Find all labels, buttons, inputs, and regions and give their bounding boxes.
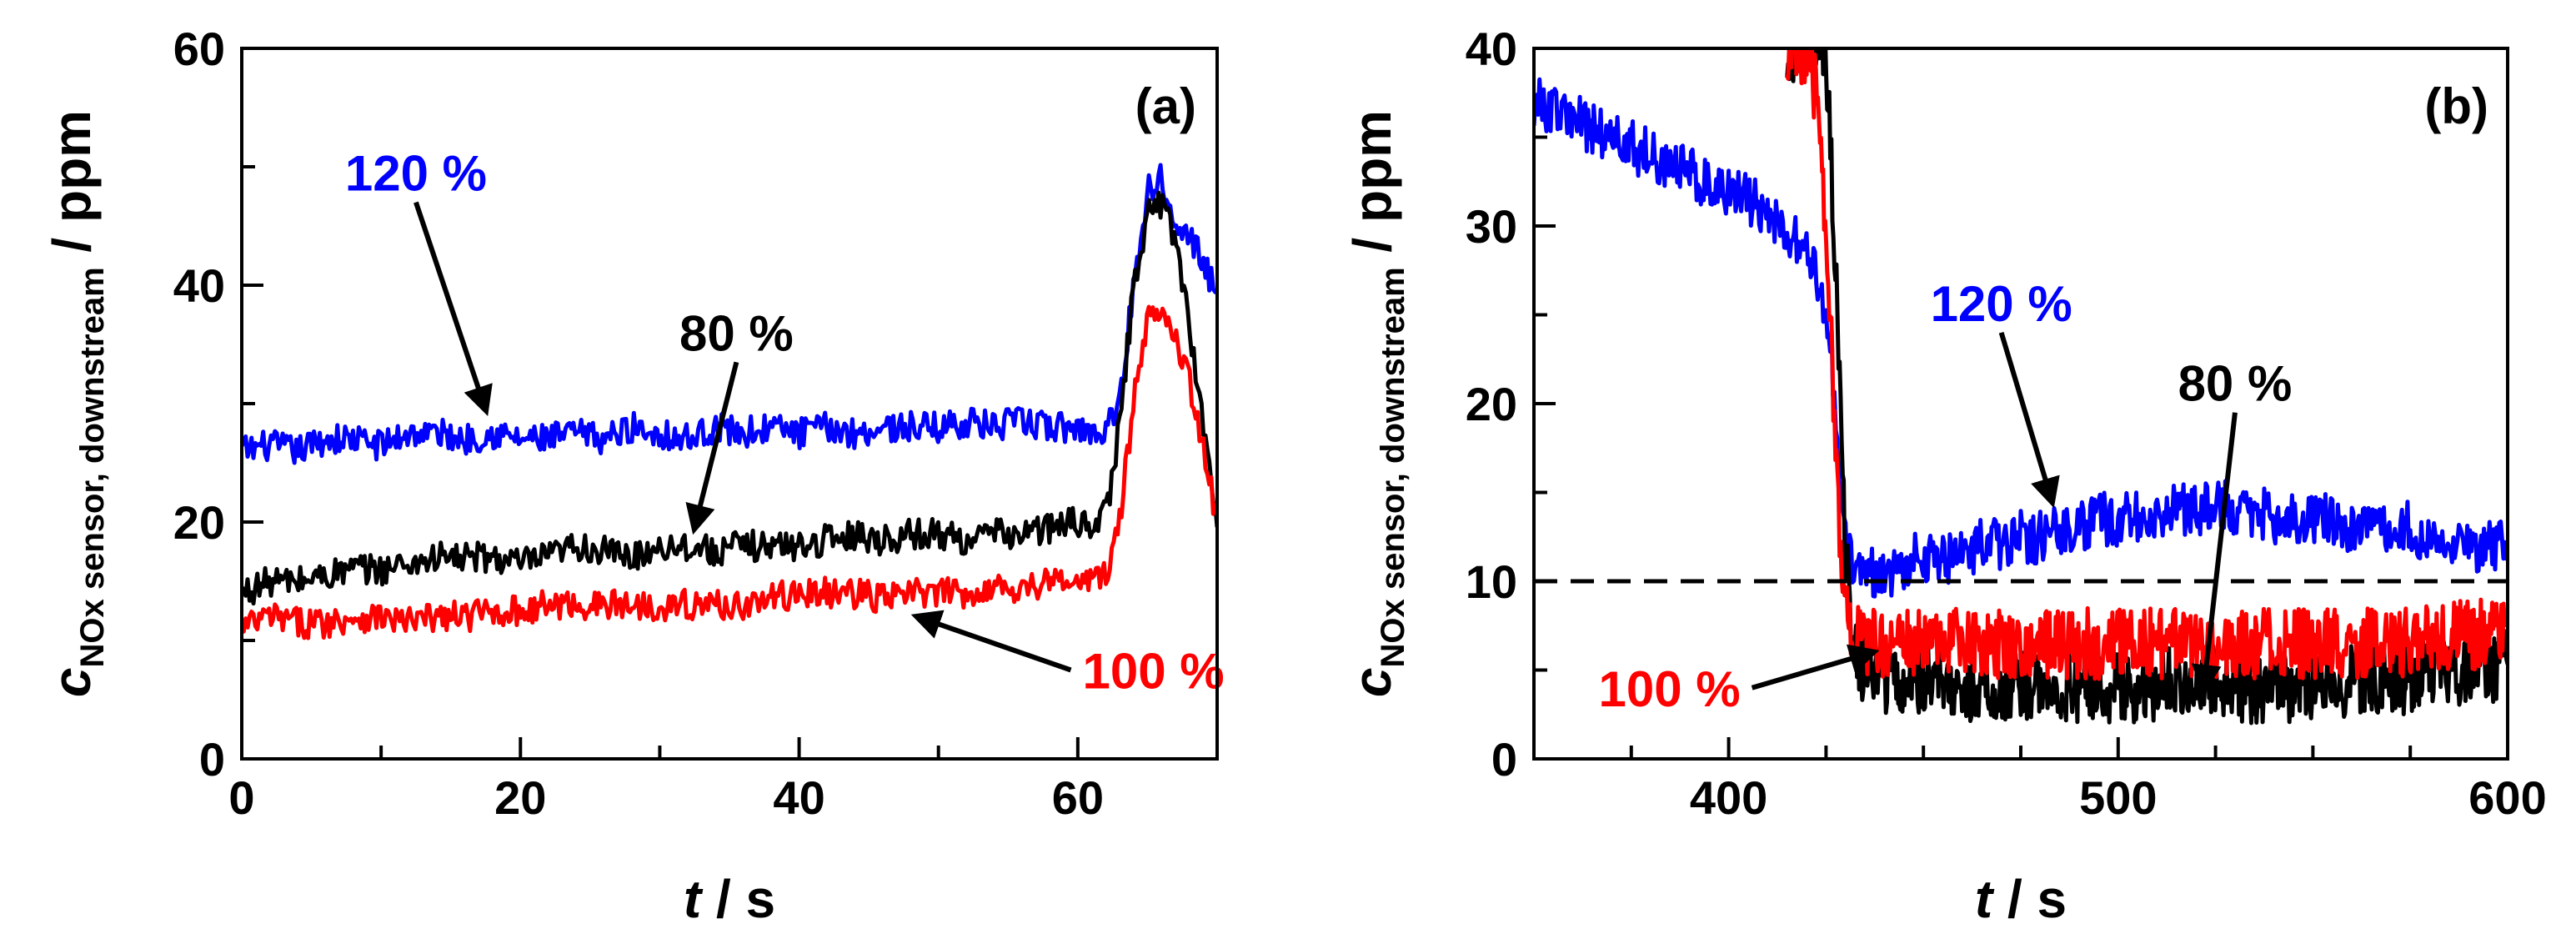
annotations-layer-b: 120 % 80 % 100 % (1598, 276, 2292, 717)
annotations-layer-a: 120 % 80 % 100 % (345, 146, 1225, 700)
series-line-a-2 (242, 190, 1217, 606)
annotation-arrow-a-3 (910, 610, 1072, 673)
annotation-label-b-2: 80 % (2178, 356, 2293, 412)
series-line-a-1 (242, 163, 1217, 465)
annotation-arrow-b-1 (1998, 331, 2060, 509)
series-layer-b (1534, 48, 2508, 726)
annotation-arrow-a-2 (685, 361, 739, 535)
chart-panel-b: 400 500 600 0 10 20 30 40 120 % 80 % 100 % (b) t … (1342, 23, 2547, 929)
y-axis-var-a: c (42, 668, 102, 698)
annotation-label-b-3: 100 % (1598, 661, 1740, 717)
y-tick-label-b-30: 30 (1466, 200, 1517, 253)
panel-tag-b: (b) (2424, 78, 2488, 134)
y-tick-label-a-0: 0 (199, 733, 225, 786)
x-tick-label-b-600: 600 (2468, 771, 2546, 824)
series-line-a-3 (242, 304, 1217, 640)
annotation-arrow-b-2 (2191, 412, 2238, 695)
y-tick-label-b-20: 20 (1466, 378, 1517, 430)
ticklabels-layer-b: 400 500 600 0 10 20 30 40 (1466, 23, 2547, 824)
annotation-label-a-3: 100 % (1083, 644, 1225, 700)
series-line-b-1 (1534, 77, 2508, 599)
plot-frame-a (240, 47, 1219, 761)
x-tick-label-a-60: 60 (1052, 771, 1104, 824)
y-axis-sub-a: NOx sensor, downstream (74, 267, 111, 667)
x-axis-unit-b: / s (1992, 869, 2067, 929)
series-line-b-3 (1785, 48, 2508, 681)
x-tick-label-b-400: 400 (1690, 771, 1767, 824)
x-axis-label-a: t / s (684, 869, 775, 929)
annotation-label-b-1: 120 % (1931, 276, 2072, 332)
y-tick-label-b-10: 10 (1466, 555, 1517, 608)
x-tick-label-b-500: 500 (2079, 771, 2157, 824)
y-axis-sub-b: NOx sensor, downstream (1375, 267, 1411, 667)
y-tick-label-b-0: 0 (1491, 733, 1517, 786)
y-axis-unit-b: / ppm (1342, 110, 1402, 267)
x-tick-label-a-40: 40 (773, 771, 824, 824)
y-axis-unit-a: / ppm (42, 110, 102, 267)
ticklabels-layer-a: 0 20 40 60 0 20 40 60 (173, 23, 1104, 824)
x-axis-label-b: t / s (1975, 869, 2067, 929)
x-tick-label-a-20: 20 (494, 771, 546, 824)
plot-frame-b (1532, 47, 2509, 761)
x-axis-var-a: t (684, 869, 704, 929)
annotation-label-a-2: 80 % (679, 305, 794, 361)
annotation-arrow-b-3 (1751, 644, 1880, 690)
y-axis-var-b: c (1342, 668, 1402, 698)
y-tick-label-a-20: 20 (173, 496, 225, 549)
panel-tag-a: (a) (1135, 78, 1196, 134)
y-tick-label-a-60: 60 (173, 23, 225, 75)
y-axis-label-a: cNOx sensor, downstream / ppm (42, 110, 111, 697)
x-tick-label-a-0: 0 (228, 771, 254, 824)
x-axis-unit-a: / s (701, 869, 775, 929)
x-axis-var-b: t (1975, 869, 1995, 929)
series-layer-a (242, 163, 1217, 640)
y-axis-label-b: cNOx sensor, downstream / ppm (1342, 110, 1411, 697)
y-tick-label-b-40: 40 (1466, 23, 1517, 75)
series-line-b-2 (1785, 48, 2508, 726)
annotation-arrow-a-1 (413, 201, 493, 417)
y-tick-label-a-40: 40 (173, 259, 225, 312)
annotation-label-a-1: 120 % (345, 146, 487, 202)
